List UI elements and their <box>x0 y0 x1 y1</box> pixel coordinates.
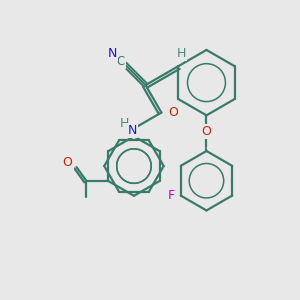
Text: O: O <box>202 125 212 138</box>
Text: N: N <box>127 124 137 137</box>
Text: N: N <box>108 47 117 60</box>
Text: O: O <box>168 106 178 119</box>
Text: H: H <box>176 47 186 60</box>
Text: O: O <box>63 156 73 169</box>
Text: F: F <box>167 189 174 202</box>
Text: C: C <box>116 55 125 68</box>
Text: H: H <box>119 117 129 130</box>
